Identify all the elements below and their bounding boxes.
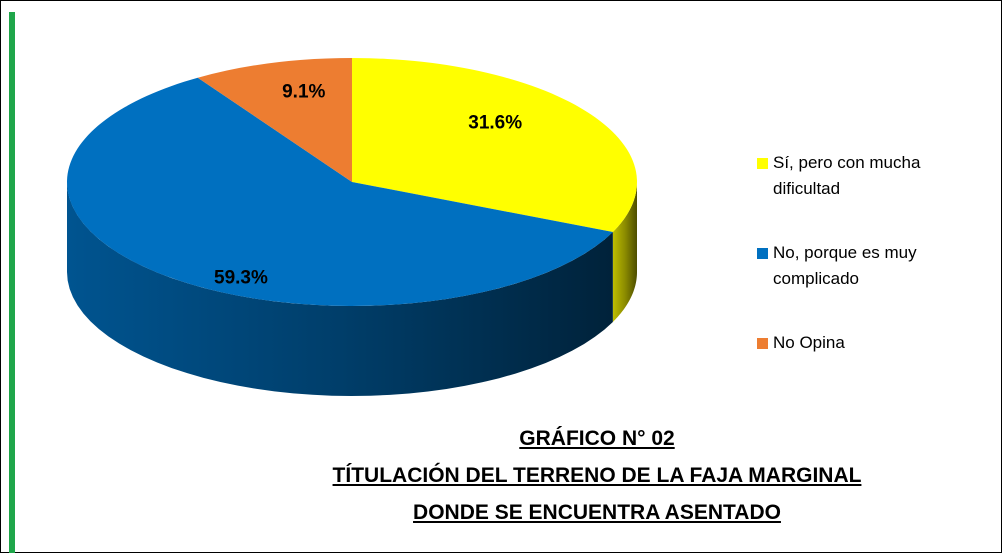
accent-bar xyxy=(9,12,15,553)
legend-swatch xyxy=(757,338,768,349)
chart-title: GRÁFICO N° 02 xyxy=(519,427,675,450)
slice xyxy=(197,58,352,182)
title-block: GRÁFICO N° 02 TÍTULACIÓN DEL TERRENO DE … xyxy=(327,420,867,531)
legend-swatch xyxy=(757,158,768,169)
value-label: 9.1% xyxy=(282,82,325,103)
legend-label: Sí, pero con mucha dificultad xyxy=(773,153,921,198)
value-label: 59.3% xyxy=(214,268,268,289)
legend-swatch xyxy=(757,248,768,259)
legend-label: No, porque es muy complicado xyxy=(773,243,917,288)
slice xyxy=(352,58,637,232)
legend-label: No Opina xyxy=(773,333,845,352)
slice xyxy=(67,77,613,306)
slice-side xyxy=(612,182,637,322)
slice-side xyxy=(67,182,613,396)
chart-subtitle: TÍTULACIÓN DEL TERRENO DE LA FAJA MARGIN… xyxy=(332,464,862,524)
value-label: 31.6% xyxy=(468,112,522,133)
